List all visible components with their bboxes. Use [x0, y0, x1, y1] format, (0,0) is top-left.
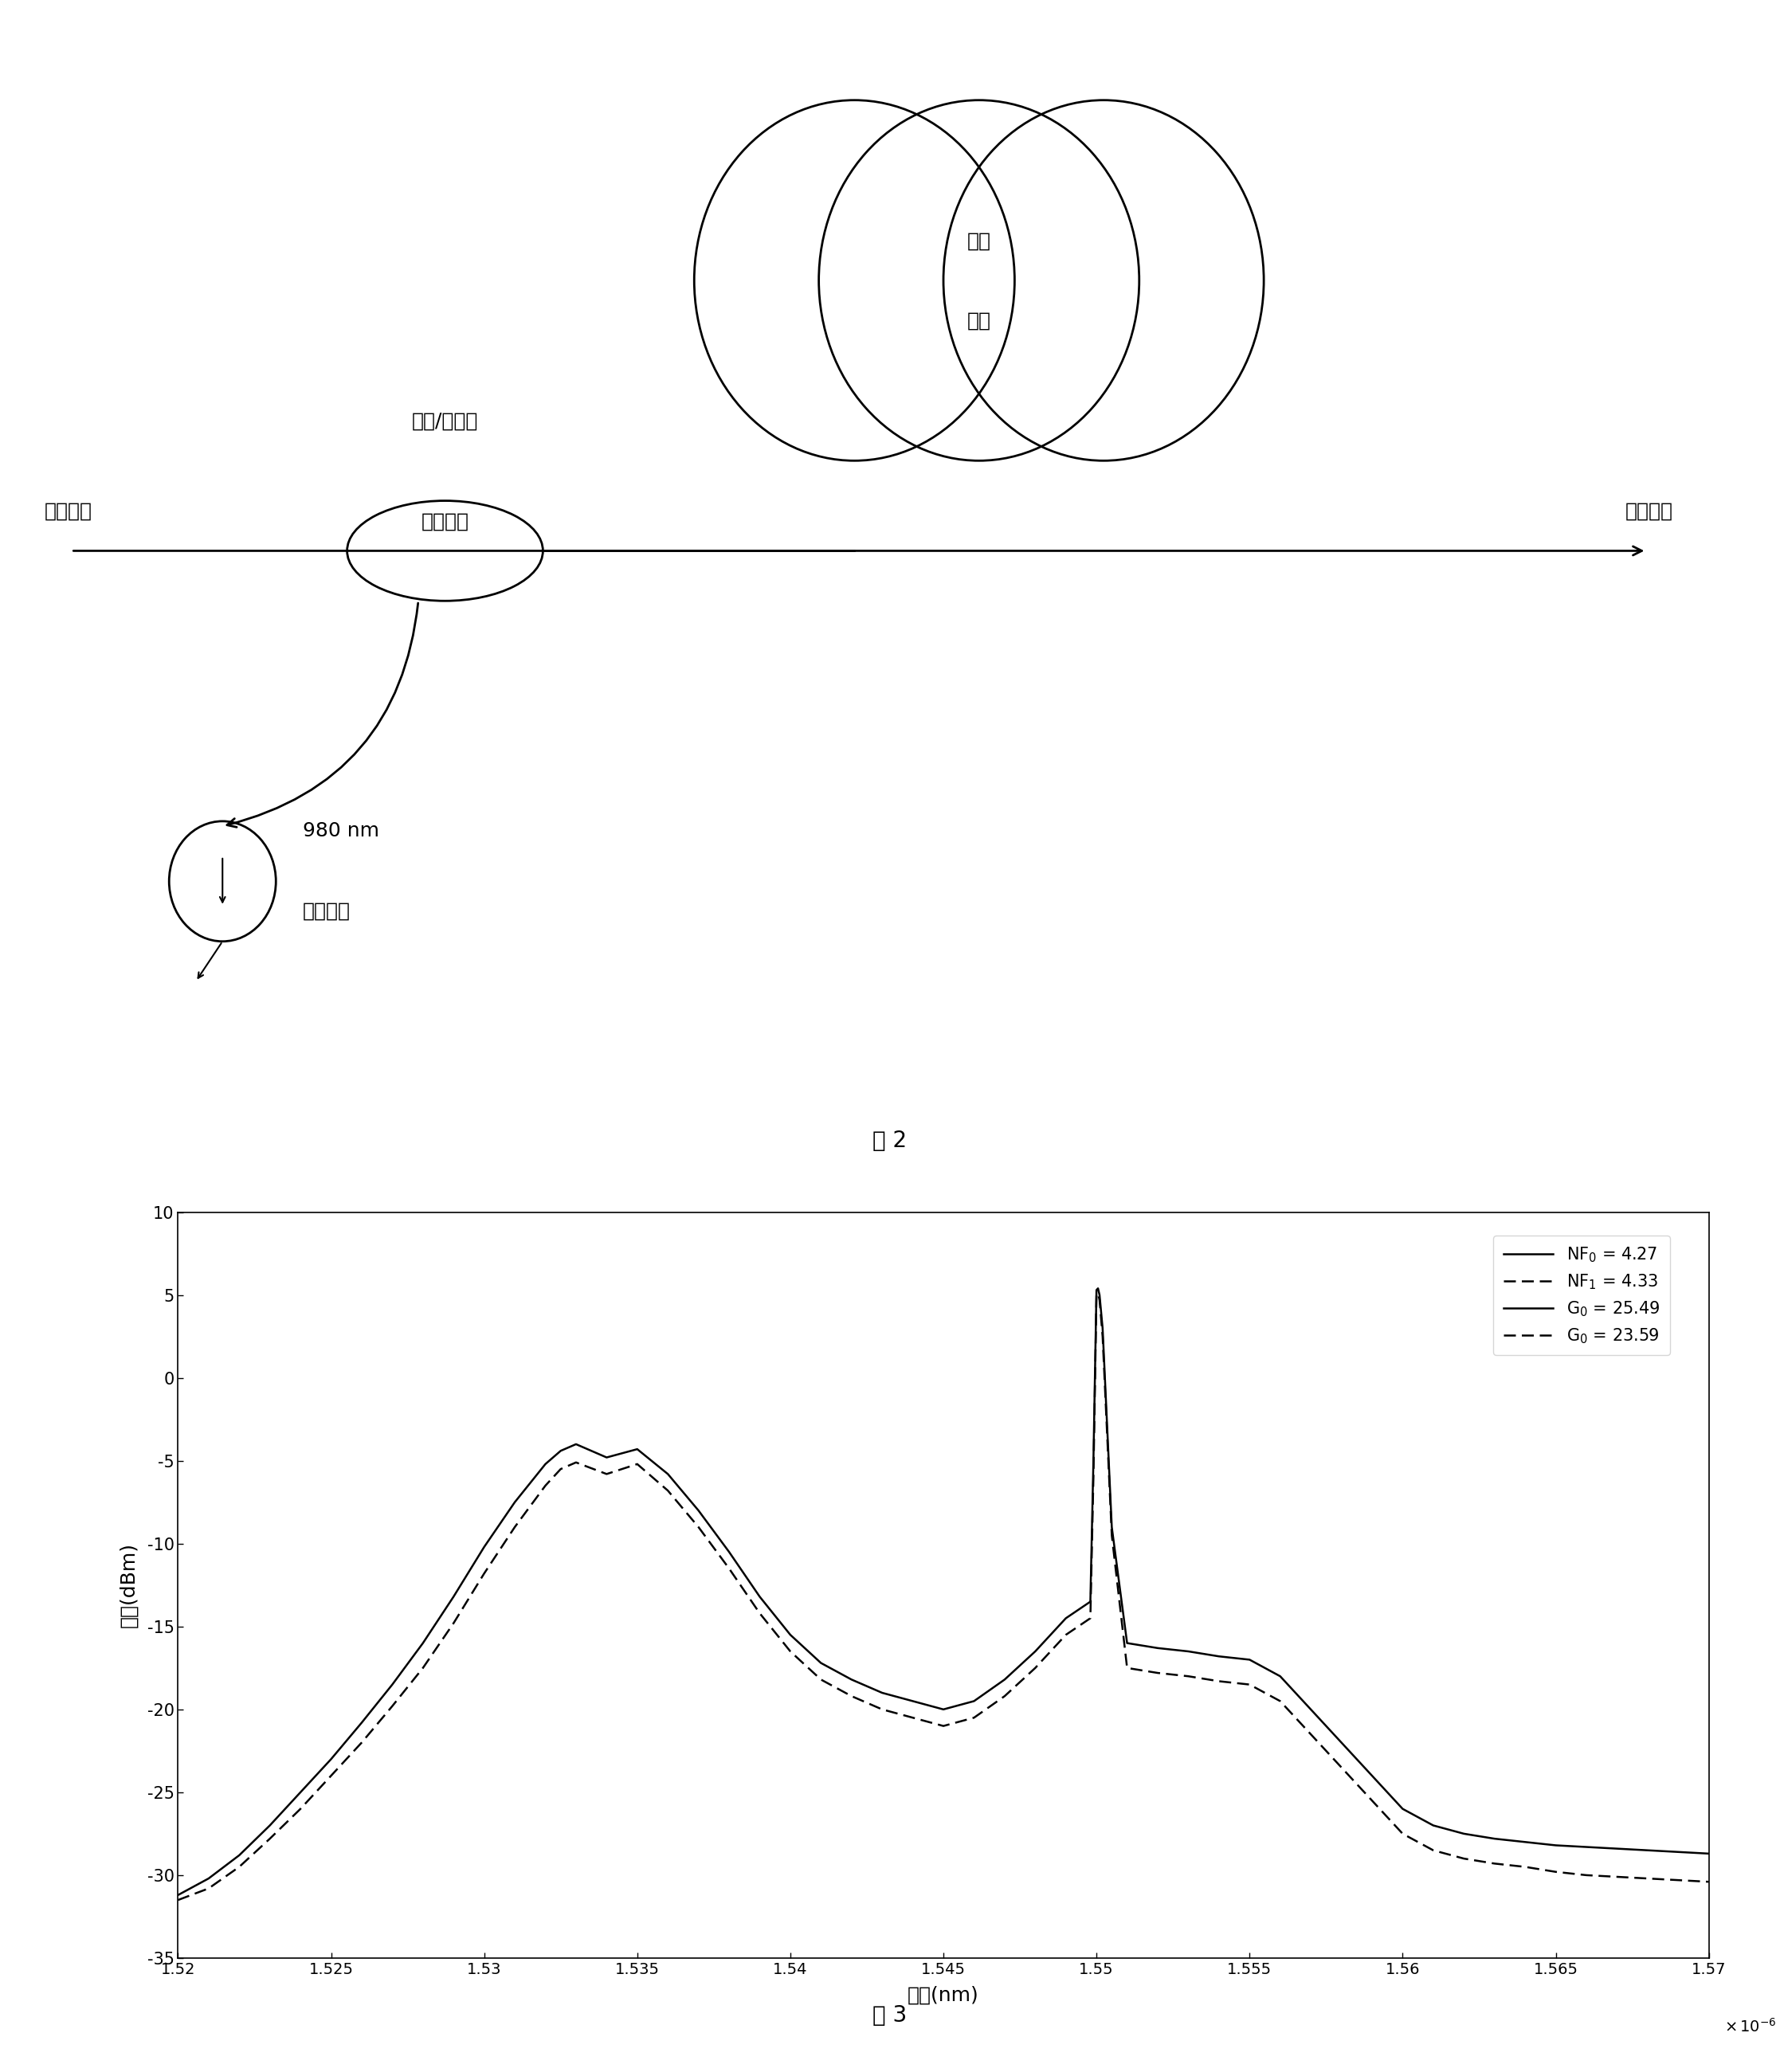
Text: 图 2: 图 2	[872, 1129, 908, 1152]
Text: 光纤: 光纤	[967, 311, 991, 329]
Text: 泵浦激光: 泵浦激光	[303, 901, 351, 920]
Legend: NF$_0$ = 4.27, NF$_1$ = 4.33, G$_0$ = 25.49, G$_0$ = 23.59: NF$_0$ = 4.27, NF$_1$ = 4.33, G$_0$ = 25…	[1493, 1235, 1670, 1355]
Text: 980 nm: 980 nm	[303, 823, 379, 841]
Text: 图 3: 图 3	[872, 2004, 908, 2026]
Text: 分复用器: 分复用器	[422, 512, 468, 530]
X-axis label: 波长(nm): 波长(nm)	[908, 1985, 979, 2006]
Text: $\times\,10^{-6}$: $\times\,10^{-6}$	[1725, 2018, 1776, 2035]
Text: 掺铒: 掺铒	[967, 232, 991, 251]
Y-axis label: 功率(dBm): 功率(dBm)	[119, 1542, 139, 1629]
Text: 信号/泵浦波: 信号/泵浦波	[411, 412, 479, 431]
Text: 信号输出: 信号输出	[1625, 501, 1673, 520]
Text: 输入信号: 输入信号	[44, 501, 93, 520]
